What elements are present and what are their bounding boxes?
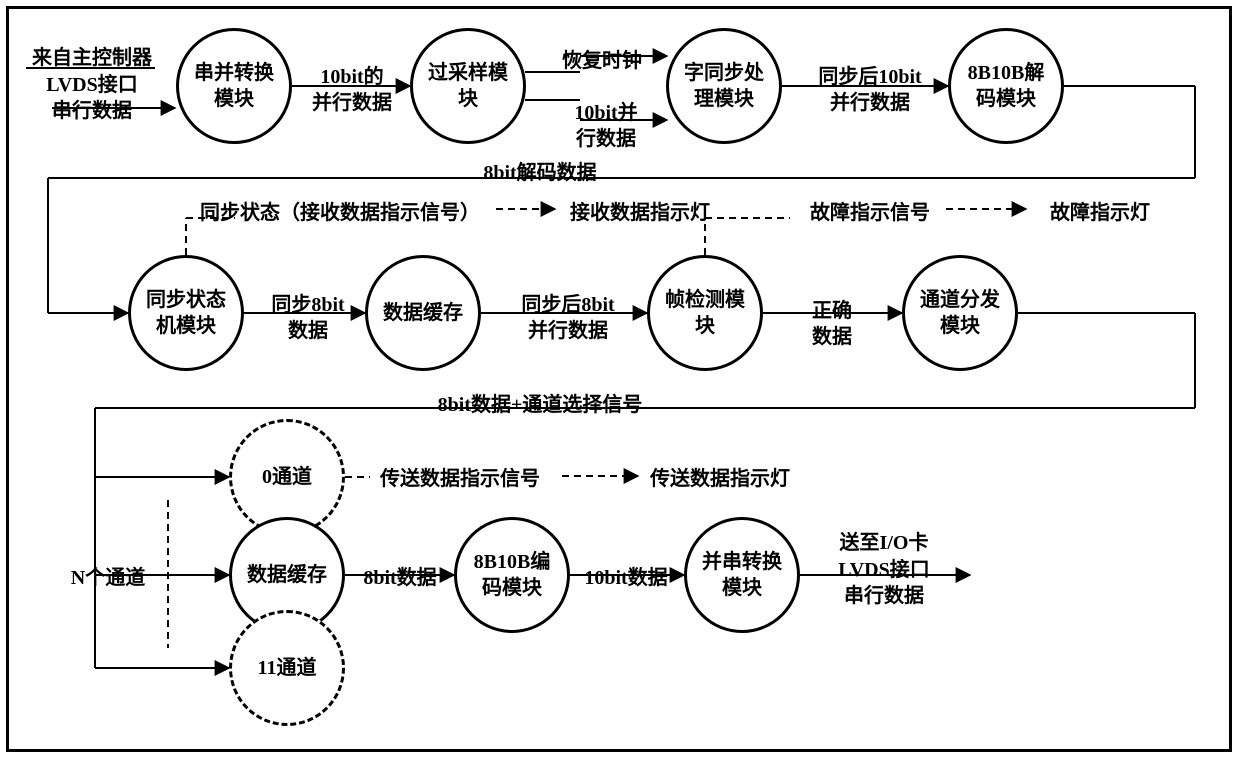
- node-n11: 11通道: [229, 610, 345, 726]
- label-l_10bit2: 10bit并行数据: [546, 100, 666, 152]
- node-n2: 过采样模块: [410, 28, 526, 144]
- node-n8: 通道分发模块: [902, 255, 1018, 371]
- label-l_sync10: 同步后10bit并行数据: [790, 64, 950, 116]
- node-n1: 串并转换模块: [176, 28, 292, 144]
- label-l_nchan: N个通道: [48, 565, 168, 591]
- label-l_in_bot: LVDS接口串行数据: [12, 72, 172, 124]
- node-n7: 帧检测模块: [647, 255, 763, 371]
- label-l_recclk: 恢复时钟: [542, 48, 662, 74]
- label-l_outbot: LVDS接口串行数据: [804, 557, 964, 609]
- label-l_outtop: 送至I/O卡: [804, 530, 964, 556]
- label-l_8chsel: 8bit数据+通道选择信号: [410, 392, 670, 418]
- label-l_syncstat: 同步状态（接收数据指示信号）: [160, 200, 520, 226]
- label-l_sync8: 同步8bit数据: [248, 292, 368, 344]
- node-n13: 并串转换模块: [684, 517, 800, 633]
- node-n4: 8B10B解码模块: [948, 28, 1064, 144]
- label-l_10bit3: 10bit数据: [566, 565, 686, 591]
- node-n6: 数据缓存: [365, 255, 481, 371]
- label-l_txsig: 传送数据指示信号: [350, 466, 570, 492]
- label-l_faultled: 故障指示灯: [1030, 200, 1170, 226]
- node-n5: 同步状态机模块: [128, 255, 244, 371]
- label-l_8bit: 8bit数据: [340, 565, 460, 591]
- label-l_in_top: 来自主控制器: [12, 45, 172, 71]
- label-l_10bit1: 10bit的并行数据: [292, 64, 412, 116]
- label-l_faultsig: 故障指示信号: [790, 200, 950, 226]
- label-l_8decode: 8bit解码数据: [440, 160, 640, 186]
- label-l_txled: 传送数据指示灯: [630, 466, 810, 492]
- label-l_sync8p: 同步后8bit并行数据: [488, 292, 648, 344]
- node-n12: 8B10B编码模块: [454, 517, 570, 633]
- node-n3: 字同步处理模块: [666, 28, 782, 144]
- label-l_rxled: 接收数据指示灯: [550, 200, 730, 226]
- label-l_correct: 正确数据: [782, 298, 882, 350]
